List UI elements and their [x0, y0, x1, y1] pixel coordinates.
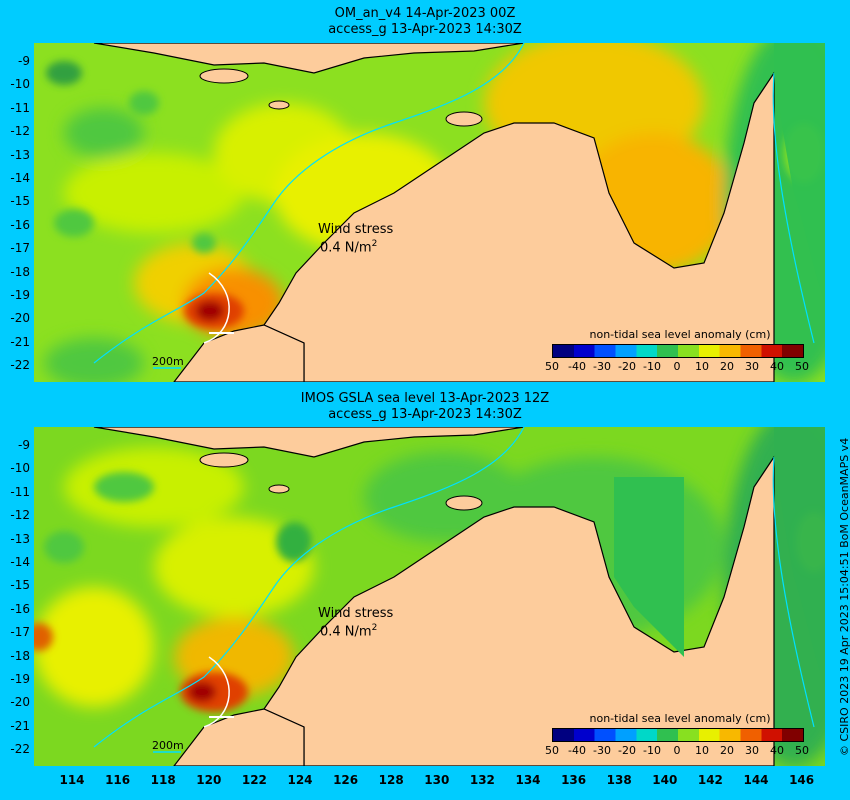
lon-tick-label: 132 [469, 773, 495, 787]
panel-top-title: OM_an_v4 14-Apr-2023 00Z access_g 13-Apr… [0, 6, 850, 38]
lon-tick-label: 146 [789, 773, 815, 787]
lat-tick-label: -11 [10, 100, 30, 115]
colorbar-ticks: 50 -40 -30 -20 -10 0 10 20 30 40 50 [545, 744, 809, 758]
lat-tick-label: -22 [10, 358, 30, 373]
colorbar-tick-label: 40 [770, 744, 784, 757]
lon-tick-label: 142 [697, 773, 723, 787]
lon-tick-label: 122 [241, 773, 267, 787]
lon-tick-label: 118 [150, 773, 176, 787]
lat-tick-label: -14 [10, 171, 30, 185]
colorbar-tick-label: 0 [673, 360, 681, 373]
colorbar-tick-label: -30 [593, 360, 611, 373]
colorbar-tick-label: 10 [695, 744, 709, 757]
lat-tick-label: -15 [10, 194, 30, 209]
lat-tick-label: -22 [10, 742, 30, 757]
lon-tick-label: 130 [424, 773, 450, 787]
panel-bottom-colorbar: non-tidal sea level anomaly (cm) 50 -40 -3… [540, 712, 820, 766]
lat-tick-label: -20 [10, 695, 30, 710]
lat-tick-label: -9 [18, 438, 30, 452]
colorbar-tick-label: 50 [545, 360, 559, 373]
colorbar-tick-label: 20 [720, 744, 734, 757]
colorbar-tick-label: -40 [568, 360, 586, 373]
lat-tick-label: -12 [10, 508, 30, 523]
colorbar-tick-label: -10 [643, 360, 661, 373]
lat-tick-label: -20 [10, 311, 30, 326]
lat-tick-label: -16 [10, 217, 30, 232]
lat-tick-label: -17 [10, 625, 30, 640]
lat-tick-label: -11 [10, 484, 30, 499]
lat-tick-label: -14 [10, 555, 30, 569]
panel-top-scale-label: 200m [152, 355, 184, 368]
wind-label-value: 0.4 N/m [320, 240, 372, 256]
colorbar-tick-label: 40 [770, 360, 784, 373]
colorbar-tick-label: 30 [745, 744, 759, 757]
colorbar-gradient [552, 344, 804, 358]
lat-tick-label: -15 [10, 578, 30, 593]
colorbar-tick-label: 50 [795, 744, 809, 757]
lat-tick-label: -17 [10, 241, 30, 256]
wind-label-sup: 2 [371, 239, 378, 249]
colorbar-tick-label: 50 [545, 744, 559, 757]
panel-bottom-title: IMOS GSLA sea level 13-Apr-2023 12Z acce… [0, 391, 850, 423]
colorbar-tick-label: -30 [593, 744, 611, 757]
lat-tick-label: -19 [10, 288, 30, 302]
lat-tick-label: -12 [10, 124, 30, 139]
panel-bottom-scale-label: 200m [152, 739, 184, 752]
lon-tick-label: 114 [59, 773, 85, 787]
map-panel-top: Wind stress 0.4 N/m2 200m non-tidal sea … [34, 43, 825, 382]
lon-tick-label: 126 [333, 773, 359, 787]
lat-tick-label: -13 [10, 147, 30, 162]
lat-tick-label: -10 [10, 77, 30, 92]
lon-tick-label: 140 [652, 773, 678, 787]
colorbar-title: non-tidal sea level anomaly (cm) [589, 712, 771, 725]
panel-bottom-wind-label: Wind stress 0.4 N/m2 [318, 606, 393, 639]
lat-tick-label: -19 [10, 672, 30, 686]
lon-tick-label: 144 [743, 773, 769, 787]
lon-tick-label: 128 [378, 773, 404, 787]
colorbar-ticks: 50 -40 -30 -20 -10 0 10 20 30 40 50 [545, 360, 809, 374]
lon-tick-label: 116 [105, 773, 131, 787]
lon-tick-label: 134 [515, 773, 541, 787]
colorbar-tick-label: 10 [695, 360, 709, 373]
panel-top-title-line2: access_g 13-Apr-2023 14:30Z [328, 22, 522, 37]
lon-tick-label: 124 [287, 773, 313, 787]
colorbar-title: non-tidal sea level anomaly (cm) [589, 328, 771, 341]
colorbar-tick-label: -20 [618, 360, 636, 373]
map-panel-bottom: Wind stress 0.4 N/m2 200m non-tidal sea … [34, 427, 825, 766]
credit-text: © CSIRO 2023 19 Apr 2023 15:04:51 BoM Oc… [838, 437, 850, 756]
lat-tick-label: -13 [10, 531, 30, 546]
colorbar-tick-label: 50 [795, 360, 809, 373]
colorbar-tick-label: -40 [568, 744, 586, 757]
wind-label-value: 0.4 N/m [320, 624, 372, 640]
colorbar-gradient [552, 728, 804, 742]
lat-tick-label: -10 [10, 461, 30, 476]
panel-top-title-line1: OM_an_v4 14-Apr-2023 00Z [334, 6, 516, 21]
colorbar-tick-label: 20 [720, 360, 734, 373]
wind-label-sup: 2 [371, 623, 378, 633]
colorbar-tick-label: -20 [618, 744, 636, 757]
lon-tick-label: 138 [606, 773, 632, 787]
panel-top-colorbar: non-tidal sea level anomaly (cm) 50 -40 -3… [540, 328, 820, 382]
colorbar-tick-label: 30 [745, 360, 759, 373]
lat-tick-label: -21 [10, 334, 30, 349]
wind-label-title: Wind stress [318, 222, 394, 237]
lat-tick-label: -21 [10, 718, 30, 733]
lat-tick-label: -18 [10, 648, 30, 663]
lat-tick-label: -16 [10, 601, 30, 616]
panel-bottom-title-line2: access_g 13-Apr-2023 14:30Z [328, 407, 522, 422]
lat-tick-label: -18 [10, 264, 30, 279]
panel-top-wind-label: Wind stress 0.4 N/m2 [318, 222, 393, 255]
colorbar-tick-label: 0 [673, 744, 681, 757]
colorbar-tick-label: -10 [643, 744, 661, 757]
lon-tick-label: 120 [196, 773, 222, 787]
wind-label-title: Wind stress [318, 606, 394, 621]
panel-bottom-title-line1: IMOS GSLA sea level 13-Apr-2023 12Z [300, 391, 550, 406]
lat-tick-label: -9 [18, 54, 30, 68]
lon-tick-label: 136 [561, 773, 587, 787]
